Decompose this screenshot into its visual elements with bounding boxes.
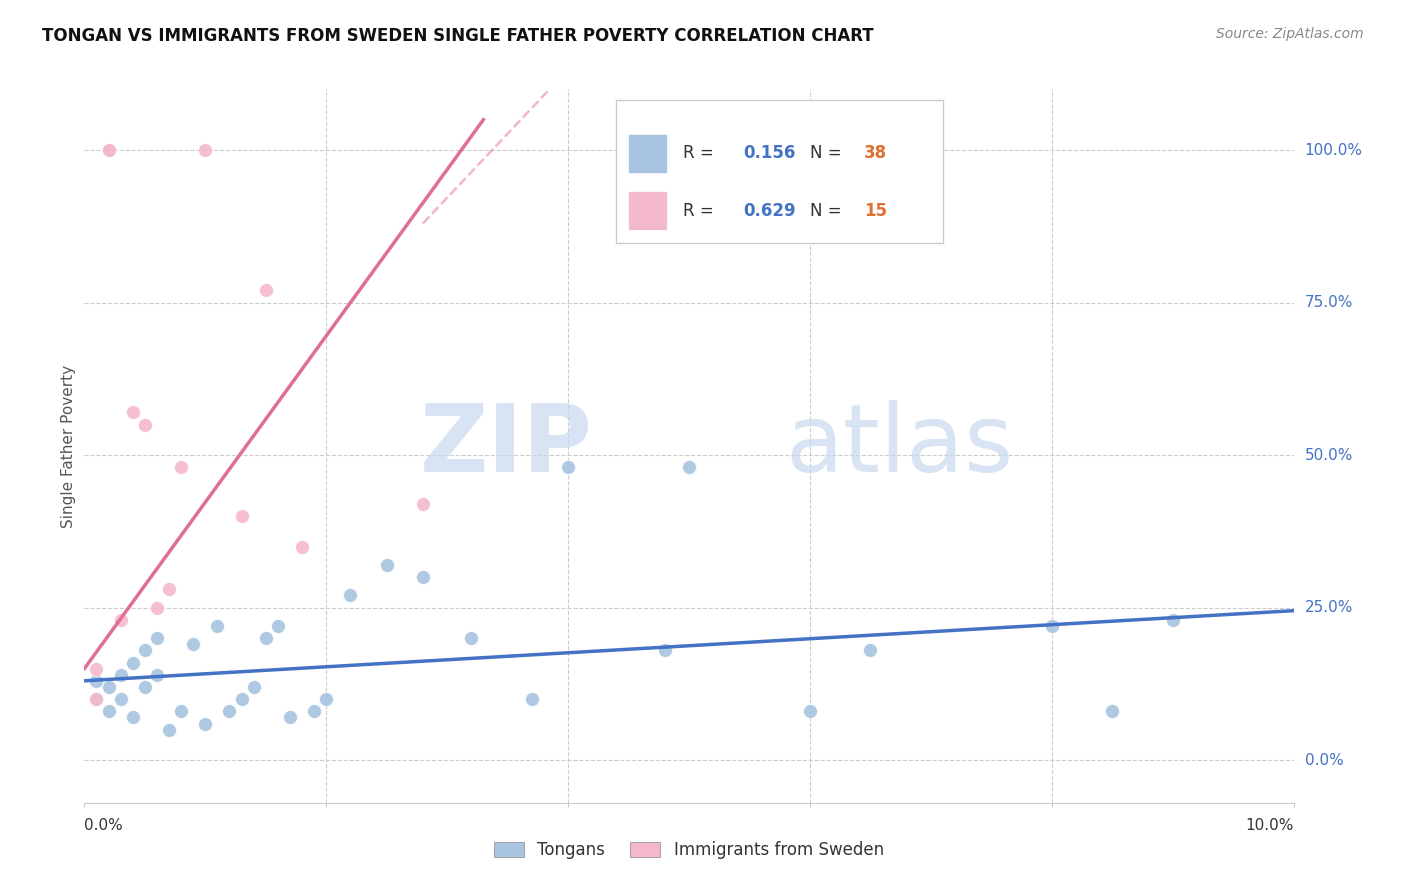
Text: 0.0%: 0.0% (1305, 753, 1343, 768)
Point (110, 613, 132, 627)
Point (291, 540, 314, 554)
Point (110, 667, 132, 681)
Point (678, 460, 700, 475)
Point (412, 497, 434, 511)
Point (157, 723, 180, 737)
Point (146, 667, 169, 681)
Point (231, 692, 253, 706)
Point (375, 558, 398, 572)
Point (1161, 613, 1184, 627)
Text: 100.0%: 100.0% (1305, 143, 1362, 158)
Point (412, 570, 434, 584)
Text: atlas: atlas (786, 400, 1014, 492)
Point (86, 692, 108, 706)
Point (121, 405, 143, 419)
Point (170, 460, 193, 475)
Point (134, 417, 156, 432)
Point (267, 619, 290, 633)
Text: 25.0%: 25.0% (1305, 600, 1353, 615)
Point (254, 631, 277, 645)
Point (859, 643, 882, 657)
Text: 50.0%: 50.0% (1305, 448, 1353, 463)
Point (194, 143, 217, 157)
Point (302, 704, 325, 718)
Text: 15: 15 (865, 202, 887, 219)
FancyBboxPatch shape (616, 100, 943, 243)
Point (157, 582, 180, 597)
Text: N =: N = (810, 145, 846, 162)
Point (86, 673, 108, 688)
Text: N =: N = (810, 202, 846, 219)
Point (1040, 619, 1063, 633)
Point (254, 284, 277, 298)
Text: TONGAN VS IMMIGRANTS FROM SWEDEN SINGLE FATHER POVERTY CORRELATION CHART: TONGAN VS IMMIGRANTS FROM SWEDEN SINGLE … (42, 27, 873, 45)
Point (97, 680, 120, 694)
Point (339, 589, 361, 603)
Point (654, 643, 676, 657)
Point (110, 692, 132, 706)
FancyBboxPatch shape (628, 134, 668, 173)
Point (134, 643, 156, 657)
Point (460, 631, 482, 645)
Point (520, 692, 543, 706)
Text: ZIP: ZIP (419, 400, 592, 492)
Point (97, 704, 120, 718)
Point (121, 710, 143, 724)
Point (231, 509, 253, 524)
Point (146, 600, 169, 615)
Point (207, 619, 229, 633)
Point (242, 680, 264, 694)
Point (97, 143, 120, 157)
Point (278, 710, 301, 724)
Text: 0.0%: 0.0% (84, 818, 124, 832)
Point (799, 704, 821, 718)
Point (315, 692, 337, 706)
Text: 10.0%: 10.0% (1246, 818, 1294, 832)
Text: 0.629: 0.629 (744, 202, 796, 219)
Legend: Tongans, Immigrants from Sweden: Tongans, Immigrants from Sweden (488, 835, 890, 866)
Point (97, 143, 120, 157)
Text: 75.0%: 75.0% (1305, 295, 1353, 310)
FancyBboxPatch shape (628, 191, 668, 230)
Text: 38: 38 (865, 145, 887, 162)
Text: 0.156: 0.156 (744, 145, 796, 162)
Text: Source: ZipAtlas.com: Source: ZipAtlas.com (1216, 27, 1364, 41)
Point (134, 680, 156, 694)
Text: R =: R = (683, 145, 718, 162)
Point (218, 704, 240, 718)
Text: R =: R = (683, 202, 718, 219)
Point (557, 460, 579, 475)
Point (194, 716, 217, 731)
Point (121, 656, 143, 670)
Point (146, 631, 169, 645)
Point (170, 704, 193, 718)
Point (181, 637, 204, 651)
Point (86, 692, 108, 706)
Point (86, 662, 108, 676)
Point (1101, 704, 1123, 718)
Y-axis label: Single Father Poverty: Single Father Poverty (60, 365, 76, 527)
